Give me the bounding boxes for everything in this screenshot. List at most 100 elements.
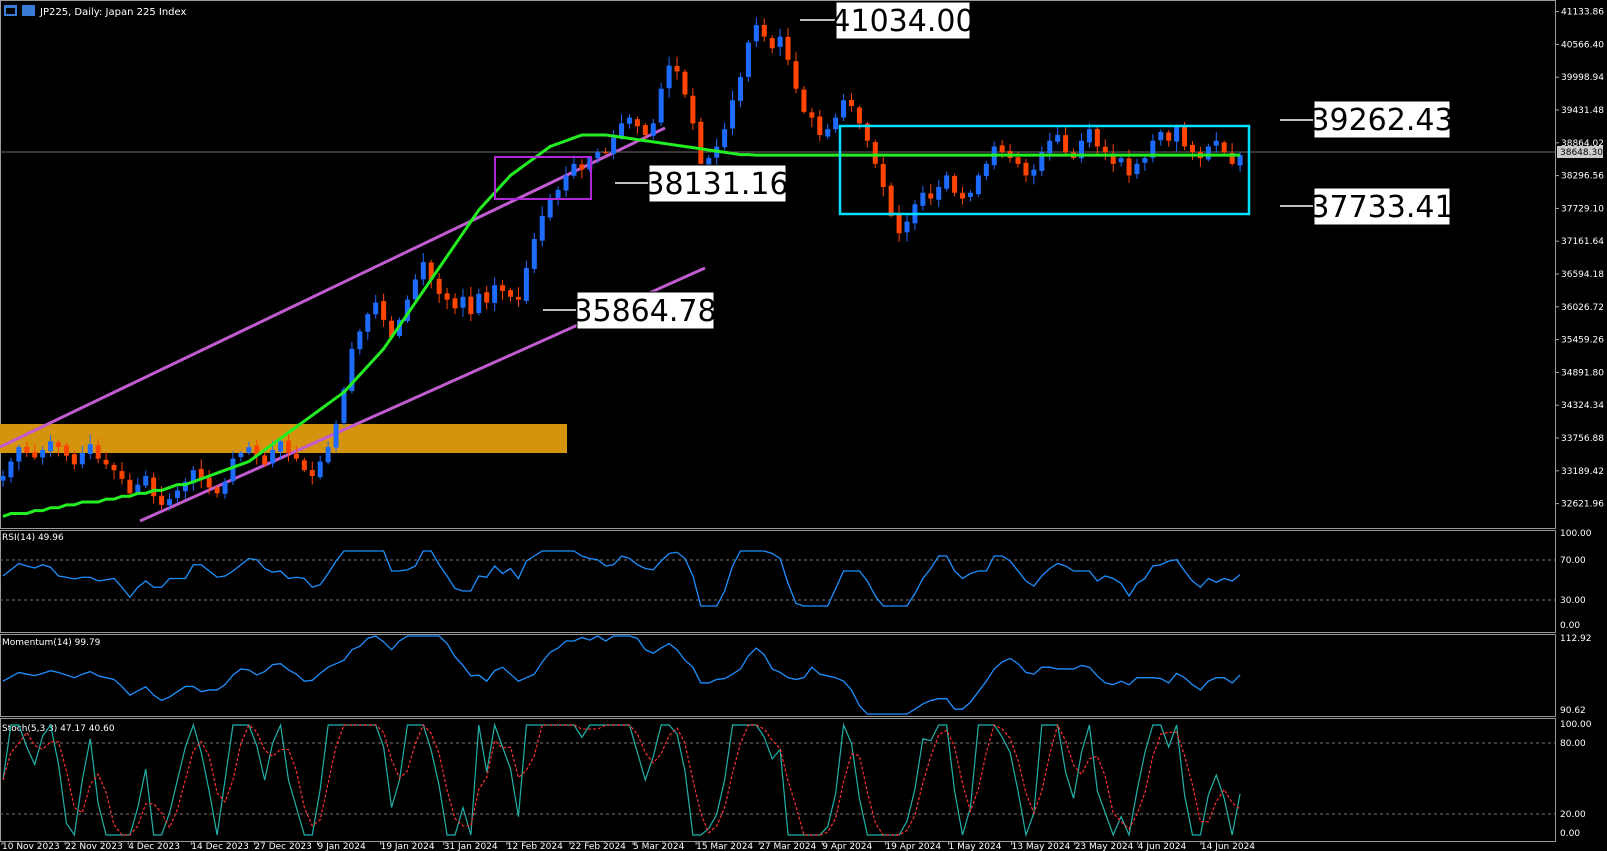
candle-body [745, 42, 751, 77]
candle-body [1086, 129, 1092, 143]
candle-body [666, 65, 672, 89]
candle-body [539, 215, 545, 241]
candle-body [317, 461, 323, 478]
candle-body [1094, 128, 1100, 147]
candle-body [833, 117, 839, 130]
price-tick-label: 39431.48 [1561, 106, 1604, 116]
candle-body [389, 320, 395, 338]
candle-body [944, 175, 950, 189]
candle-body [753, 25, 759, 42]
candle-body [1023, 162, 1029, 176]
candle-body [16, 447, 22, 462]
annotation-range-top: 39262.43 [1280, 100, 1454, 139]
candle-body [508, 290, 514, 297]
rsi-tick-70: 70.00 [1560, 556, 1586, 566]
date-tick-label: 9 Jan 2024 [318, 842, 366, 851]
candle-body [785, 36, 791, 60]
candle-body [357, 331, 363, 350]
date-tick-label: 19 Jan 2024 [381, 842, 435, 851]
candle-body [1221, 142, 1227, 153]
momentum-tick-high: 112.92 [1560, 634, 1592, 644]
candle-body [1134, 163, 1140, 175]
candle-body [872, 142, 878, 164]
annotation-breakout-box [648, 164, 787, 203]
candle-body [214, 487, 220, 494]
candle-body [119, 471, 125, 479]
candle-body [198, 468, 204, 479]
candle-body [341, 389, 347, 423]
candle-body [975, 175, 981, 195]
annotation-peak: 41034.00 [800, 1, 975, 40]
rsi-label: RSI(14) 49.96 [2, 533, 64, 543]
candle-body [642, 125, 648, 135]
candle-body [936, 186, 942, 200]
stoch-signal-line [2, 723, 1241, 836]
channel-upper-line [0, 126, 666, 449]
candle-body [587, 158, 593, 170]
candle-body [904, 221, 910, 233]
candle-body [1015, 157, 1021, 164]
candle-body [730, 100, 736, 129]
price-tick-label: 37729.10 [1561, 204, 1604, 214]
candle-body [293, 453, 299, 459]
candle-body [682, 71, 688, 95]
candle-body [856, 107, 862, 124]
candle-body [1213, 140, 1219, 146]
candle-body [0, 475, 6, 481]
candle-body [849, 99, 855, 107]
candle-body [999, 145, 1005, 153]
candle-body [71, 454, 77, 465]
candle-body [1063, 135, 1069, 153]
candle-body [95, 445, 101, 459]
candle-body [928, 193, 934, 199]
candle-body [579, 164, 585, 170]
rsi-tick-30: 30.00 [1560, 596, 1586, 606]
candle-body [619, 123, 625, 138]
candle-body [603, 152, 609, 154]
candle-body [127, 479, 133, 494]
date-tick-label: 4 Dec 2023 [128, 842, 180, 851]
candle-body [32, 451, 38, 458]
support-zone [0, 424, 567, 453]
candle-body [63, 445, 69, 456]
window-icon-inner [6, 8, 15, 14]
candle-body [460, 296, 466, 308]
range-box [838, 124, 1251, 216]
candle-body [571, 163, 577, 176]
candle-body [1118, 158, 1124, 163]
candle-body [825, 129, 831, 137]
candle-body [817, 116, 823, 135]
candle-body [246, 447, 252, 453]
candle-body [365, 314, 371, 332]
candle-body [436, 278, 442, 294]
candle-body [1166, 132, 1172, 141]
candle-body [563, 175, 569, 191]
chart-title: JP225, Daily: Japan 225 Index [39, 7, 186, 18]
candle-body [404, 299, 410, 321]
candle-body [444, 293, 450, 300]
candle-body [325, 447, 331, 463]
price-axis: 41133.86 40566.40 39998.94 39431.48 38864.02… [1555, 8, 1604, 510]
current-price-tag: 38648.30 [1557, 146, 1603, 158]
candle-body [967, 192, 973, 197]
candle-body [285, 440, 291, 453]
candle-body [690, 95, 696, 124]
candle-body [595, 152, 601, 159]
price-tick-label: 32621.96 [1561, 500, 1604, 510]
candle-body [476, 293, 482, 313]
candle-body [777, 36, 783, 47]
date-tick-label: 31 Jan 2024 [444, 842, 498, 851]
current-price-tag-box [1557, 146, 1603, 158]
date-tick-label: 19 Apr 2024 [885, 842, 941, 851]
candle-body [1158, 132, 1164, 141]
price-tick-label: 37161.64 [1561, 237, 1604, 247]
annotation-range-bottom: 37733.41 [1280, 187, 1454, 226]
candle-body [1055, 134, 1061, 142]
candle-body [1189, 144, 1195, 153]
momentum-line [2, 635, 1241, 715]
candle-body [547, 198, 553, 218]
annotation-peak-box [835, 1, 971, 40]
date-tick-label: 14 Jun 2024 [1201, 842, 1255, 851]
price-tick-label: 40566.40 [1561, 40, 1604, 50]
